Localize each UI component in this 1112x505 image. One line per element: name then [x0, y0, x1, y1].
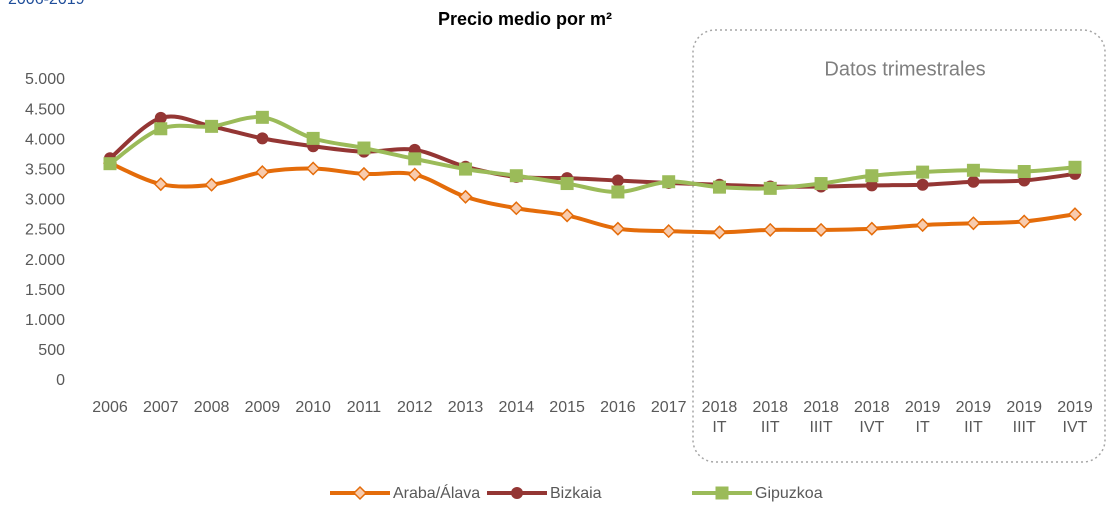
legend-label: Bizkaia: [550, 485, 602, 502]
y-tick-label: 3.500: [25, 162, 65, 179]
series-line: [108, 114, 1076, 189]
chart-title: Precio medio por m²: [438, 9, 612, 29]
legend-item: Araba/Álava: [330, 483, 480, 502]
marker: [864, 221, 879, 236]
x-tick-label: 2019 IVT: [1057, 399, 1093, 436]
marker: [712, 225, 727, 240]
x-tick-label: 2016: [600, 399, 636, 416]
marker: [255, 165, 270, 180]
y-tick-label: 4.500: [25, 101, 65, 118]
marker: [715, 486, 729, 500]
y-tick-label: 500: [38, 342, 65, 359]
marker: [763, 181, 777, 195]
marker: [610, 221, 625, 236]
marker: [661, 224, 676, 239]
marker: [814, 177, 828, 191]
marker: [915, 218, 930, 233]
x-tick-label: 2010: [295, 399, 331, 416]
marker: [154, 111, 167, 124]
marker: [459, 162, 473, 176]
marker: [306, 131, 320, 145]
marker: [306, 161, 321, 176]
marker: [966, 163, 980, 177]
marker: [560, 177, 574, 191]
annotation: Datos trimestrales: [824, 58, 985, 80]
marker: [865, 179, 878, 192]
y-tick-label: 4.000: [25, 131, 65, 148]
marker: [408, 152, 422, 166]
y-tick-label: 1.500: [25, 282, 65, 299]
marker: [967, 175, 980, 188]
marker: [509, 169, 523, 183]
y-tick-label: 5.000: [25, 71, 65, 88]
marker: [153, 177, 168, 192]
x-tick-label: 2018 IT: [702, 399, 738, 436]
x-tick-label: 2019 IIIT: [1006, 399, 1042, 436]
marker: [611, 174, 624, 187]
marker: [154, 122, 168, 136]
marker: [865, 169, 879, 183]
x-tick-label: 2018 IIT: [752, 399, 788, 436]
x-tick-label: 2006: [92, 399, 128, 416]
marker: [662, 175, 676, 189]
y-tick-label: 0: [56, 372, 65, 389]
legend-label: Gipuzkoa: [755, 485, 823, 502]
marker: [763, 222, 778, 237]
x-tick-label: 2018 IIIT: [803, 399, 839, 436]
x-tick-label: 2018 IVT: [854, 399, 890, 436]
x-tick-label: 2012: [397, 399, 433, 416]
marker: [509, 201, 524, 216]
y-tick-label: 1.000: [25, 312, 65, 329]
x-tick-label: 2011: [347, 399, 382, 416]
legend-item: Bizkaia: [487, 485, 602, 502]
marker: [204, 177, 219, 192]
legend-label: Araba/Álava: [393, 483, 480, 502]
legend-item: Gipuzkoa: [692, 485, 823, 502]
x-tick-label: 2019 IIT: [956, 399, 992, 436]
marker: [560, 208, 575, 223]
quarterly-box: [692, 29, 1106, 463]
x-tick-label: 2013: [448, 399, 484, 416]
x-tick-label: 2009: [245, 399, 281, 416]
marker: [813, 222, 829, 237]
marker: [458, 189, 473, 204]
marker: [966, 216, 981, 231]
x-tick-label: 2007: [143, 399, 179, 416]
x-tick-label: 2014: [499, 399, 535, 416]
y-tick-label: 2.000: [25, 252, 65, 269]
marker: [916, 178, 929, 191]
x-tick-label: 2008: [194, 399, 230, 416]
y-tick-label: 3.000: [25, 192, 65, 209]
y-tick-label: 2.500: [25, 222, 65, 239]
marker: [205, 119, 219, 133]
marker: [611, 185, 625, 199]
marker: [255, 110, 269, 124]
x-tick-label: 2017: [651, 399, 687, 416]
marker: [1067, 207, 1083, 222]
marker: [352, 485, 368, 501]
marker: [511, 487, 523, 499]
marker: [712, 180, 726, 194]
marker: [1068, 160, 1082, 174]
marker: [256, 132, 269, 145]
marker: [1017, 214, 1032, 229]
chart-subtitle: 2006-2019: [8, 0, 85, 8]
marker: [407, 167, 422, 182]
marker: [103, 157, 117, 171]
marker: [356, 166, 372, 181]
marker: [916, 165, 930, 179]
marker: [1017, 165, 1031, 179]
x-tick-label: 2015: [549, 399, 585, 416]
x-tick-label: 2019 IT: [905, 399, 941, 436]
marker: [357, 141, 371, 155]
